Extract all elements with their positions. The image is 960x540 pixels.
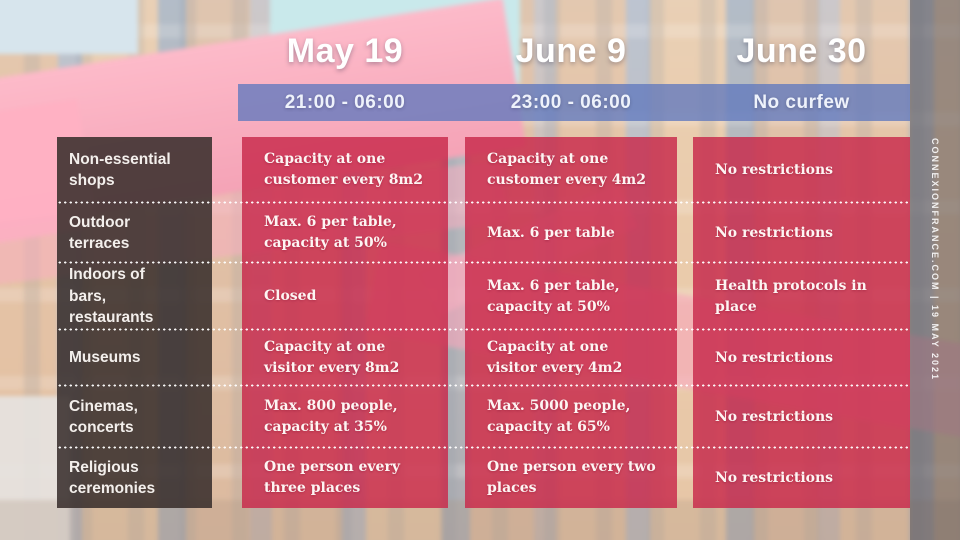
curfew-time-june9: 23:00 - 06:00 <box>510 91 632 113</box>
table-cell: Max. 5000 people, capacity at 65% <box>465 386 677 448</box>
row-separator <box>57 261 910 264</box>
table-cell: No restrictions <box>693 137 910 203</box>
row-label-outdoor-terraces: Outdoor terraces <box>57 203 212 263</box>
curfew-time-may19: 21:00 - 06:00 <box>284 91 406 113</box>
table-cell: Closed <box>242 263 448 330</box>
column-header-may19: May 19 <box>286 31 404 70</box>
table-cell: One person every three places <box>242 448 448 508</box>
row-label-cinemas-concerts: Cinemas, concerts <box>57 386 212 448</box>
curfew-time-june30: No curfew <box>753 91 850 113</box>
row-label-indoors-bars-restaurants: Indoors of bars, restaurants <box>57 263 212 330</box>
row-separator <box>57 328 910 331</box>
row-separator <box>57 384 910 387</box>
watermark-text: CONNEXIONFRANCE.COM | 19 MAY 2021 <box>930 138 940 382</box>
photo-sky-patch-left <box>0 0 138 54</box>
column-header-june9: June 9 <box>515 31 627 70</box>
table-cell: No restrictions <box>693 203 910 263</box>
curfew-band <box>238 84 910 121</box>
table-cell: No restrictions <box>693 330 910 386</box>
row-label-religious-ceremonies: Religious ceremonies <box>57 448 212 508</box>
watermark-strip: CONNEXIONFRANCE.COM | 19 MAY 2021 <box>910 0 960 540</box>
row-label-museums: Museums <box>57 330 212 386</box>
table-cell: Capacity at one visitor every 4m2 <box>465 330 677 386</box>
table-cell: One person every two places <box>465 448 677 508</box>
table-cell: Capacity at one visitor every 8m2 <box>242 330 448 386</box>
row-label-non-essential-shops: Non-essential shops <box>57 137 212 203</box>
row-separator <box>57 201 910 204</box>
table-cell: Max. 6 per table <box>465 203 677 263</box>
table-cell: Capacity at one customer every 4m2 <box>465 137 677 203</box>
table-cell: No restrictions <box>693 386 910 448</box>
row-separator <box>57 446 910 449</box>
table-cell: Max. 800 people, capacity at 35% <box>242 386 448 448</box>
table-cell: Max. 6 per table, capacity at 50% <box>242 203 448 263</box>
table-cell: Capacity at one customer every 8m2 <box>242 137 448 203</box>
table-cell: Max. 6 per table, capacity at 50% <box>465 263 677 330</box>
column-header-june30: June 30 <box>736 31 867 70</box>
table-cell: No restrictions <box>693 448 910 508</box>
table-cell: Health protocols in place <box>693 263 910 330</box>
